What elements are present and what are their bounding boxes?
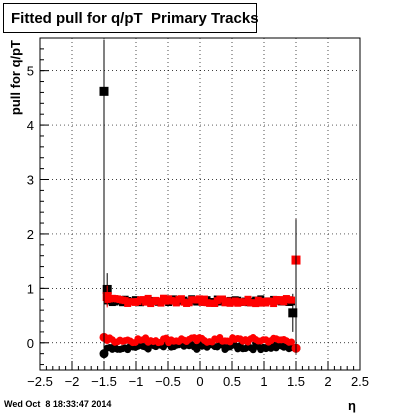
x-tick-label: −1.5 bbox=[91, 374, 117, 389]
y-tick-label: 5 bbox=[27, 64, 34, 79]
data-point bbox=[102, 292, 112, 302]
y-tick-label: 4 bbox=[27, 118, 34, 133]
data-point bbox=[200, 295, 208, 303]
x-tick-label: −1 bbox=[129, 374, 144, 389]
x-tick-label: 2 bbox=[324, 374, 331, 389]
data-point bbox=[172, 299, 180, 307]
x-tick-label: 0.5 bbox=[223, 374, 241, 389]
data-point bbox=[288, 308, 298, 318]
y-tick-label: 2 bbox=[27, 227, 34, 242]
data-point bbox=[288, 296, 296, 304]
data-point bbox=[270, 300, 278, 308]
chart-title: Fitted pull for q/pT Primary Tracks bbox=[11, 10, 259, 27]
chart-title-box: Fitted pull for q/pT Primary Tracks bbox=[3, 3, 259, 33]
data-point bbox=[288, 338, 296, 346]
data-point bbox=[244, 295, 252, 303]
x-tick-label: 1 bbox=[260, 374, 267, 389]
data-point bbox=[249, 346, 257, 354]
y-axis-label: pull for q/pT bbox=[8, 40, 23, 115]
data-point bbox=[144, 294, 152, 302]
x-tick-label: 0 bbox=[196, 374, 203, 389]
data-point bbox=[142, 298, 150, 306]
timestamp: Wed Oct 8 18:33:47 2014 bbox=[4, 399, 112, 409]
data-point bbox=[157, 299, 165, 307]
x-tick-label: −2 bbox=[65, 374, 80, 389]
y-tick-label: 1 bbox=[27, 281, 34, 296]
x-tick-label: −0.5 bbox=[155, 374, 181, 389]
x-tick-label: 1.5 bbox=[287, 374, 305, 389]
x-axis-label: η bbox=[348, 398, 356, 413]
x-tick-label: 2.5 bbox=[351, 374, 369, 389]
y-tick-label: 3 bbox=[27, 173, 34, 188]
data-point bbox=[193, 345, 201, 353]
data-point bbox=[108, 345, 116, 353]
plot-frame bbox=[39, 37, 361, 371]
x-tick-label: −2.5 bbox=[27, 374, 53, 389]
data-point bbox=[218, 295, 226, 303]
y-tick-label: 0 bbox=[27, 336, 34, 351]
